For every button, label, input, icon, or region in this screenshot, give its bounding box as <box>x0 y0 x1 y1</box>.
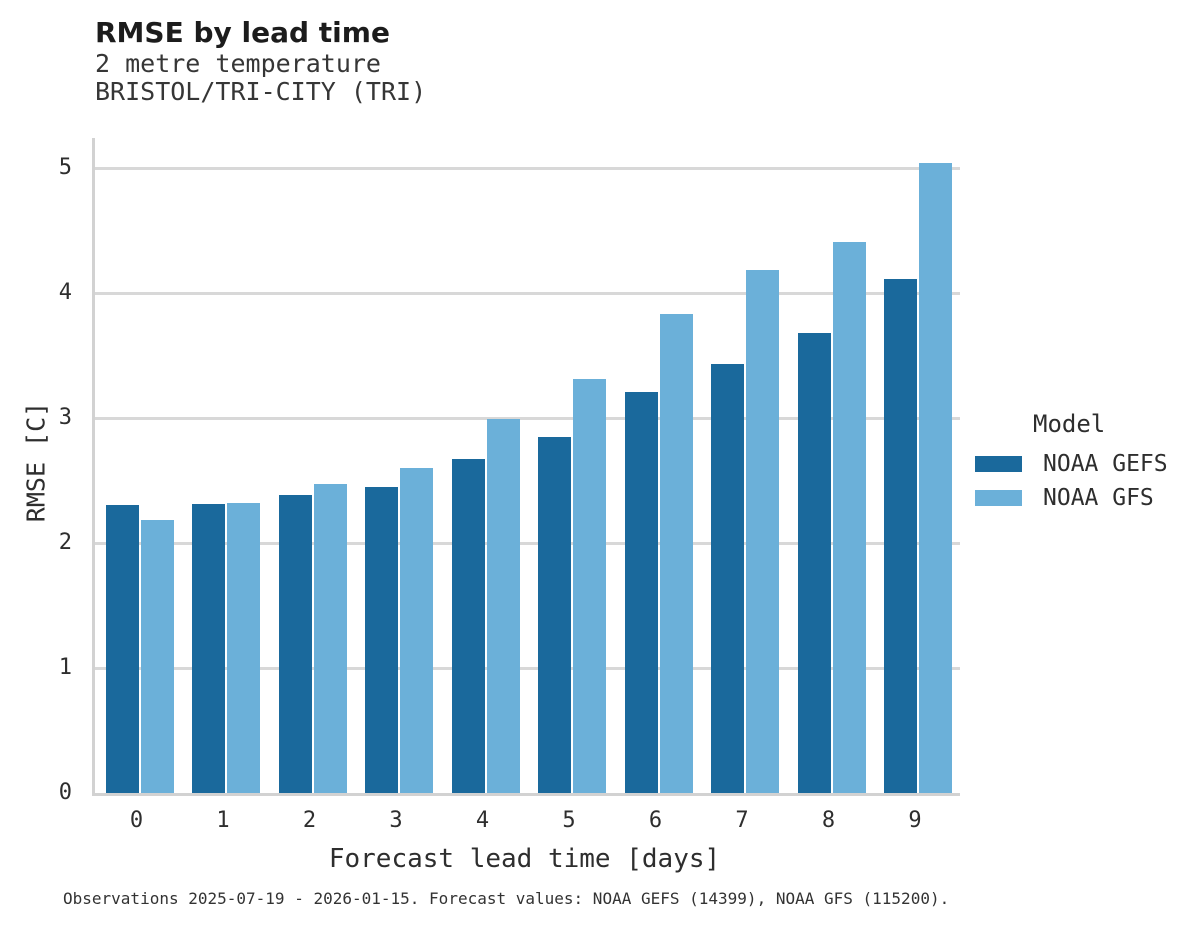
x-tick-6: 6 <box>648 808 663 833</box>
bar-noaa-gfs-7 <box>746 270 780 793</box>
gridline-y1 <box>95 666 960 670</box>
y-tick-2: 2 <box>58 530 72 555</box>
gridline-y2 <box>95 541 960 545</box>
gridline-y5 <box>95 166 960 170</box>
legend-item-noaa-gefs: NOAA GEFS <box>960 452 1190 476</box>
bar-noaa-gefs-0 <box>105 505 139 793</box>
y-tick-5: 5 <box>58 155 72 180</box>
x-tick-2: 2 <box>302 808 317 833</box>
y-tick-3: 3 <box>58 405 72 430</box>
gridline-y4 <box>95 291 960 295</box>
legend-label: NOAA GFS <box>1043 485 1154 511</box>
y-tick-0: 0 <box>58 780 72 805</box>
chart-subtitle: 2 metre temperature <box>95 49 381 78</box>
y-tick-4: 4 <box>58 280 72 305</box>
bar-noaa-gefs-8 <box>797 333 831 793</box>
bar-noaa-gfs-6 <box>659 314 693 793</box>
bar-noaa-gfs-2 <box>313 484 347 793</box>
x-tick-0: 0 <box>129 808 144 833</box>
x-tick-5: 5 <box>562 808 576 833</box>
legend-swatch-noaa-gefs <box>975 456 1022 472</box>
bar-noaa-gfs-8 <box>832 242 866 793</box>
plot-area <box>92 138 960 796</box>
x-tick-8: 8 <box>821 808 836 833</box>
x-tick-7: 7 <box>735 808 749 833</box>
x-axis-label: Forecast lead time [days] <box>328 844 721 874</box>
legend-title: Model <box>1033 410 1106 438</box>
bar-noaa-gefs-7 <box>711 364 745 793</box>
y-tick-1: 1 <box>58 655 72 680</box>
chart-station: BRISTOL/TRI-CITY (TRI) <box>95 77 427 106</box>
bar-noaa-gefs-5 <box>538 437 572 793</box>
chart-title: RMSE by lead time <box>95 16 390 49</box>
legend-swatch-noaa-gfs <box>975 490 1022 506</box>
gridline-y3 <box>95 416 960 420</box>
bar-noaa-gefs-9 <box>884 279 918 793</box>
bar-noaa-gfs-1 <box>227 503 261 793</box>
bar-noaa-gefs-3 <box>365 487 399 793</box>
legend-label: NOAA GEFS <box>1043 451 1168 477</box>
footnote: Observations 2025-07-19 - 2026-01-15. Fo… <box>63 889 950 908</box>
bar-noaa-gfs-9 <box>919 163 953 793</box>
bar-noaa-gfs-4 <box>486 419 520 793</box>
x-tick-3: 3 <box>389 808 403 833</box>
bar-noaa-gefs-6 <box>624 392 658 793</box>
bar-noaa-gefs-2 <box>278 495 312 793</box>
x-tick-9: 9 <box>908 808 922 833</box>
x-tick-4: 4 <box>475 808 490 833</box>
bar-noaa-gfs-5 <box>573 379 607 793</box>
bar-noaa-gefs-4 <box>451 459 485 793</box>
bar-noaa-gfs-3 <box>400 468 434 793</box>
bar-noaa-gfs-0 <box>140 520 174 793</box>
x-tick-1: 1 <box>216 808 230 833</box>
legend-item-noaa-gfs: NOAA GFS <box>960 486 1190 510</box>
bar-noaa-gefs-1 <box>192 504 226 793</box>
